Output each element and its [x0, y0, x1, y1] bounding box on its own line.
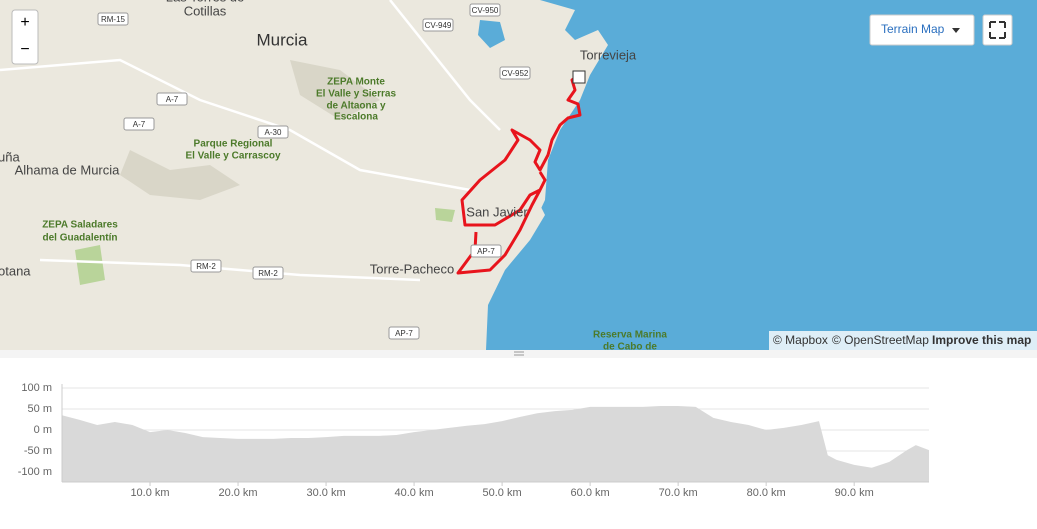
road-shield: [123, 117, 155, 131]
road-label: CV-952: [502, 69, 529, 78]
coast-strip: [470, 205, 545, 350]
roads: [0, 0, 501, 282]
sea: [478, 0, 1037, 350]
x-tick-label: 50.0 km: [483, 487, 522, 499]
road-shield: [422, 18, 454, 32]
hills: [120, 60, 380, 200]
road-shield: [388, 326, 420, 340]
place-label: Torre-Pacheco: [370, 261, 455, 276]
place-label: Murcia: [256, 30, 308, 49]
y-tick-label: -100 m: [18, 466, 52, 478]
park-label: Escalona: [334, 112, 378, 123]
road-label: A-30: [265, 128, 282, 137]
place-label: San Javier: [466, 204, 528, 219]
attribution[interactable]: © OpenStreetMap: [832, 333, 929, 347]
road-label: AP-7: [395, 329, 413, 338]
elevation-area: [62, 406, 929, 482]
road-label: A-7: [133, 120, 146, 129]
park-label: El Valle y Carrascoy: [185, 151, 281, 162]
place-label: uña: [0, 149, 20, 164]
road-shield: [470, 244, 502, 258]
x-tick-label: 70.0 km: [659, 487, 698, 499]
y-tick-label: -50 m: [24, 445, 52, 457]
fullscreen-button[interactable]: [982, 14, 1013, 46]
zoom-out[interactable]: −: [20, 41, 29, 58]
road-shield: [190, 259, 222, 273]
zoom-in[interactable]: +: [20, 14, 29, 31]
zoom-control: [11, 9, 39, 65]
place-label: otana: [0, 263, 31, 278]
x-tick-label: 60.0 km: [571, 487, 610, 499]
divider: [0, 350, 1037, 358]
dropdown-caret: [952, 28, 960, 33]
improve-map-link[interactable]: Improve this map: [932, 333, 1031, 347]
place-label: Torrevieja: [580, 47, 637, 62]
place-label: Las Torres de: [166, 0, 245, 4]
road-label: A-7: [166, 95, 179, 104]
finish-flag: [572, 70, 586, 84]
x-tick-label: 40.0 km: [395, 487, 434, 499]
road-shield: [499, 66, 531, 80]
x-tick-label: 10.0 km: [130, 487, 169, 499]
y-tick-label: 0 m: [34, 424, 52, 436]
park-label: del Guadalentín: [42, 233, 117, 244]
x-tick-label: 20.0 km: [218, 487, 257, 499]
lagoon: [478, 20, 505, 48]
park-label: de Cabo de: [603, 342, 657, 353]
road-shield: [97, 12, 129, 26]
road-shield: [469, 3, 501, 17]
attribution-bar: [769, 331, 1037, 350]
map-type-label[interactable]: Terrain Map: [881, 22, 945, 36]
road-label: RM-2: [196, 262, 216, 271]
park-label: Parque Regional: [194, 139, 273, 150]
x-tick-label: 90.0 km: [835, 487, 874, 499]
park-label: de Altaona y: [326, 101, 386, 112]
park-label: ZEPA Saladares: [42, 220, 118, 231]
y-tick-label: 50 m: [28, 403, 52, 415]
park-label: ZEPA Monte: [327, 77, 385, 88]
road-shield: [257, 125, 289, 139]
road-label: RM-15: [101, 15, 126, 24]
road-shield: [156, 92, 188, 106]
road-label: CV-950: [472, 6, 499, 15]
park-label: El Valle y Sierras: [316, 89, 396, 100]
divider-handle: [514, 351, 524, 356]
x-tick-label: 30.0 km: [306, 487, 345, 499]
road-label: AP-7: [477, 247, 495, 256]
attribution[interactable]: © Mapbox: [773, 333, 828, 347]
y-tick-label: 100 m: [21, 382, 52, 394]
x-tick-label: 80.0 km: [747, 487, 786, 499]
fullscreen-icon: [989, 21, 1006, 39]
road-shield: [252, 266, 284, 280]
place-label: Cotillas: [184, 3, 227, 18]
park-label: Reserva Marina: [593, 330, 667, 341]
road-label: CV-949: [425, 21, 452, 30]
road-label: RM-2: [258, 269, 278, 278]
place-label: Alhama de Murcia: [15, 162, 121, 177]
map-type-button[interactable]: [869, 14, 975, 46]
